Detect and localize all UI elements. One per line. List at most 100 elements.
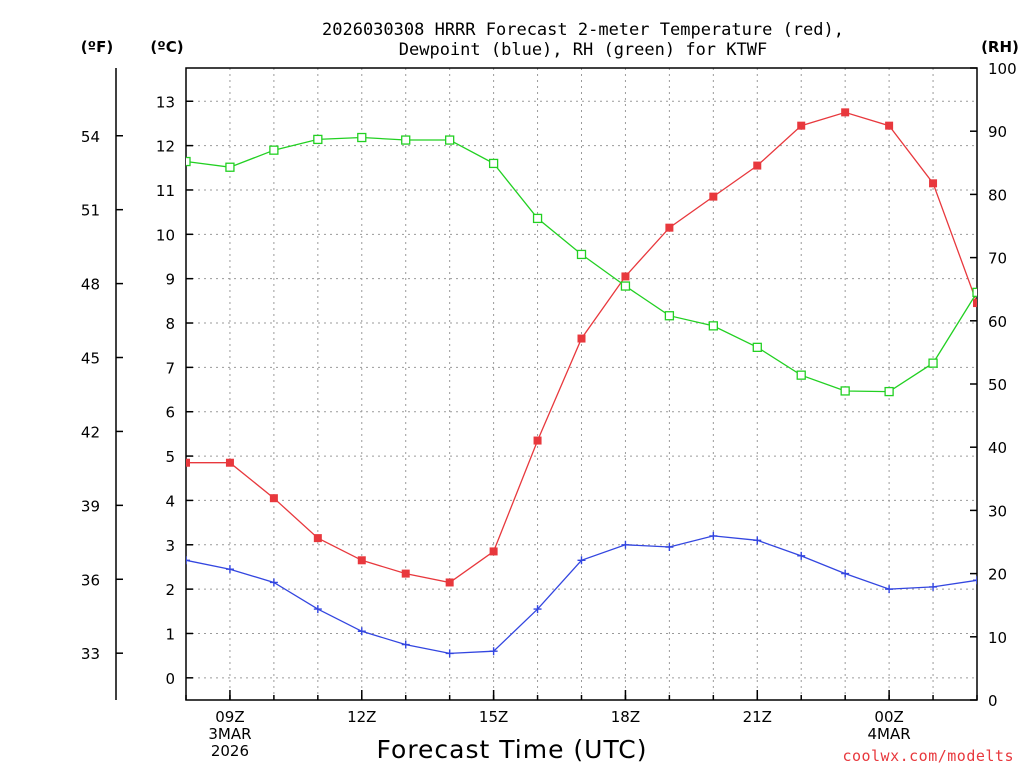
chart-title: 2026030308 HRRR Forecast 2-meter Tempera…: [322, 20, 844, 40]
rh-tick-label: 50: [988, 376, 1007, 394]
data-point: [401, 569, 410, 578]
fahrenheit-tick-label: 54: [81, 128, 100, 146]
rh-tick-label: 70: [988, 250, 1007, 268]
data-point: [753, 536, 762, 545]
celsius-tick-label: 4: [165, 492, 175, 510]
chart-title-line2: Dewpoint (blue), RH (green) for KTWF: [399, 40, 767, 60]
x-tick-label: 00Z: [874, 708, 903, 726]
data-point: [621, 540, 630, 549]
data-point: [313, 534, 322, 543]
x-tick-label: 12Z: [347, 708, 376, 726]
x-axis-title: Forecast Time (UTC): [377, 735, 648, 764]
data-point: [576, 249, 587, 260]
data-point: [269, 494, 278, 503]
data-point: [841, 569, 850, 578]
rh-tick-label: 100: [988, 60, 1017, 78]
fahrenheit-tick-label: 42: [81, 423, 100, 441]
plot-frame: [185, 67, 978, 701]
data-point: [533, 436, 542, 445]
data-point: [840, 386, 850, 396]
data-point: [973, 576, 977, 585]
data-point: [313, 605, 322, 614]
data-point: [445, 135, 455, 145]
data-point: [664, 311, 675, 321]
celsius-tick-label: 8: [165, 315, 175, 333]
data-point: [533, 605, 542, 614]
celsius-tick-label: 5: [165, 448, 175, 466]
fahrenheit-tick-label: 33: [81, 645, 100, 663]
celsius-tick-label: 2: [165, 581, 175, 599]
fahrenheit-tick-label: 51: [81, 202, 100, 220]
data-point: [488, 158, 499, 169]
x-tick-label: 21Z: [743, 708, 772, 726]
data-point: [225, 458, 234, 467]
series-line: [186, 136, 977, 393]
rh-tick-label: 90: [988, 123, 1007, 141]
data-point: [445, 578, 454, 587]
fahrenheit-tick-label: 45: [81, 350, 100, 368]
data-point: [884, 386, 894, 397]
rh-tick-label: 40: [988, 439, 1007, 457]
data-point: [797, 551, 806, 560]
data-point: [489, 547, 498, 556]
data-point: [186, 556, 190, 565]
data-point: [225, 162, 235, 172]
rh-tick-label: 0: [988, 692, 998, 710]
celsius-tick-label: 0: [165, 670, 175, 688]
celsius-tick-label: 10: [156, 226, 175, 244]
data-point: [885, 585, 894, 594]
data-point: [620, 281, 631, 291]
data-point: [357, 627, 366, 636]
x-tick-label: 18Z: [611, 708, 640, 726]
fahrenheit-unit-label: (ºF): [81, 38, 113, 56]
data-point: [841, 108, 850, 117]
data-point: [445, 649, 454, 658]
celsius-tick-label: 12: [156, 138, 175, 156]
data-point: [796, 370, 806, 380]
rh-tick-label: 60: [988, 313, 1007, 331]
rh-tick-label: 10: [988, 629, 1007, 647]
credit-label: coolwx.com/modelts: [842, 747, 1014, 765]
data-point: [885, 121, 894, 130]
fahrenheit-tick-label: 39: [81, 497, 100, 515]
x-tick-label: 2026: [211, 742, 249, 760]
data-point: [313, 134, 323, 145]
celsius-tick-label: 7: [165, 359, 175, 377]
data-point: [752, 342, 762, 352]
data-point: [972, 287, 977, 298]
x-tick-label: 4MAR: [868, 725, 911, 743]
celsius-tick-label: 11: [156, 182, 175, 200]
series-2-meter-temperature: [186, 108, 977, 587]
celsius-tick-label: 3: [165, 537, 175, 555]
rh-tick-label: 20: [988, 566, 1007, 584]
celsius-tick-label: 9: [165, 271, 175, 289]
data-point: [708, 321, 718, 331]
data-point: [186, 458, 190, 467]
data-point: [797, 121, 806, 130]
data-point: [929, 179, 938, 188]
rh-tick-label: 30: [988, 502, 1007, 520]
rh-unit-label: (RH): [981, 38, 1019, 56]
data-point: [753, 161, 762, 170]
data-point: [665, 542, 674, 551]
series-dewpoint: [186, 531, 977, 658]
data-point: [269, 145, 279, 155]
data-point: [709, 192, 718, 201]
series-line: [186, 535, 977, 655]
data-point: [269, 578, 278, 587]
data-point: [489, 647, 498, 656]
celsius-tick-label: 13: [156, 93, 175, 111]
data-point: [532, 213, 543, 224]
data-point: [186, 156, 191, 167]
data-point: [929, 582, 938, 591]
fahrenheit-tick-label: 48: [81, 276, 100, 294]
x-tick-label: 09Z: [215, 708, 244, 726]
data-point: [577, 334, 586, 343]
celsius-tick-label: 6: [165, 404, 175, 422]
data-point: [357, 556, 366, 565]
series-relative-humidity: [186, 132, 977, 397]
x-tick-label: 3MAR: [208, 725, 251, 743]
data-point: [401, 640, 410, 649]
celsius-tick-label: 1: [165, 625, 175, 643]
